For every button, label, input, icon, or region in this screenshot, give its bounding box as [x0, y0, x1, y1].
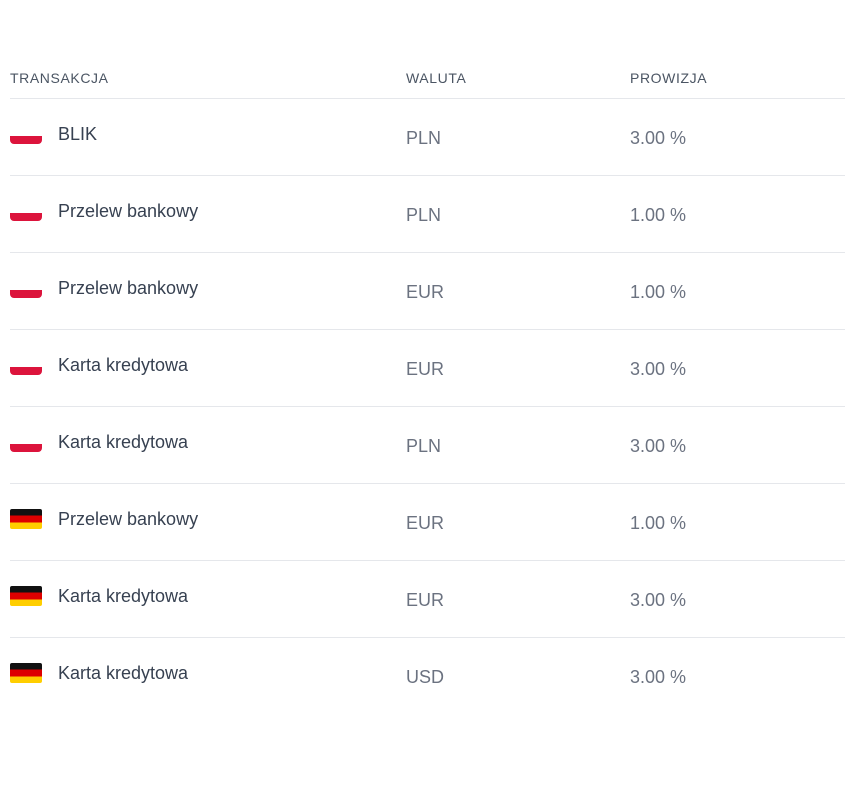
- table-row: Przelew bankowy EUR 1.00 %: [10, 253, 845, 330]
- transaction-label: Karta kredytowa: [58, 662, 189, 683]
- commission-cell: 1.00 %: [630, 512, 687, 533]
- table-row: Karta kredytowa EUR 3.00 %: [10, 330, 845, 407]
- germany-flag-icon: [10, 663, 42, 683]
- transaction-label: Przelew bankowy: [58, 200, 199, 221]
- transaction-cell: Karta kredytowa: [10, 663, 406, 684]
- poland-flag-icon: [10, 201, 42, 221]
- transaction-cell: Przelew bankowy: [10, 201, 406, 222]
- commission-cell: 1.00 %: [630, 281, 687, 302]
- transaction-label: Przelew bankowy: [58, 508, 199, 529]
- table-header: TRANSAKCJA WALUTA PROWIZJA: [10, 58, 845, 99]
- transaction-label: Karta kredytowa: [58, 431, 189, 452]
- poland-flag-icon: [10, 124, 42, 144]
- header-transaction: TRANSAKCJA: [10, 70, 109, 86]
- table-row: BLIK PLN 3.00 %: [10, 99, 845, 176]
- currency-cell: USD: [406, 666, 445, 687]
- transaction-label: Przelew bankowy: [58, 277, 199, 298]
- commission-cell: 3.00 %: [630, 435, 687, 456]
- currency-cell: PLN: [406, 435, 442, 456]
- transaction-label: BLIK: [58, 123, 98, 144]
- germany-flag-icon: [10, 586, 42, 606]
- fees-table: TRANSAKCJA WALUTA PROWIZJA BLIK PLN 3.00…: [10, 58, 845, 714]
- currency-cell: PLN: [406, 204, 442, 225]
- table-row: Karta kredytowa PLN 3.00 %: [10, 407, 845, 484]
- table-row: Przelew bankowy EUR 1.00 %: [10, 484, 845, 561]
- transaction-cell: Karta kredytowa: [10, 586, 406, 607]
- transaction-label: Karta kredytowa: [58, 354, 189, 375]
- poland-flag-icon: [10, 432, 42, 452]
- commission-cell: 3.00 %: [630, 127, 687, 148]
- table-row: Karta kredytowa USD 3.00 %: [10, 638, 845, 714]
- header-commission: PROWIZJA: [630, 70, 708, 86]
- currency-cell: EUR: [406, 589, 445, 610]
- poland-flag-icon: [10, 355, 42, 375]
- commission-cell: 3.00 %: [630, 666, 687, 687]
- currency-cell: PLN: [406, 127, 442, 148]
- header-currency: WALUTA: [406, 70, 467, 86]
- poland-flag-icon: [10, 278, 42, 298]
- table-row: Karta kredytowa EUR 3.00 %: [10, 561, 845, 638]
- transaction-cell: Przelew bankowy: [10, 278, 406, 299]
- commission-cell: 1.00 %: [630, 204, 687, 225]
- transaction-cell: Przelew bankowy: [10, 509, 406, 530]
- currency-cell: EUR: [406, 512, 445, 533]
- transaction-cell: Karta kredytowa: [10, 432, 406, 453]
- currency-cell: EUR: [406, 281, 445, 302]
- currency-cell: EUR: [406, 358, 445, 379]
- germany-flag-icon: [10, 509, 42, 529]
- transaction-label: Karta kredytowa: [58, 585, 189, 606]
- commission-cell: 3.00 %: [630, 358, 687, 379]
- table-row: Przelew bankowy PLN 1.00 %: [10, 176, 845, 253]
- commission-cell: 3.00 %: [630, 589, 687, 610]
- transaction-cell: Karta kredytowa: [10, 355, 406, 376]
- transaction-cell: BLIK: [10, 124, 406, 145]
